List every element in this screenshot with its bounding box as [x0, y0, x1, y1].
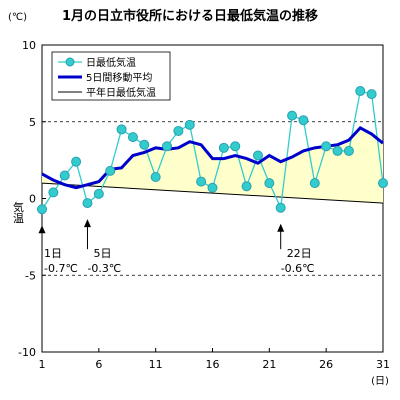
fill-above-normal	[42, 127, 383, 204]
x-tick-label-6: 31	[376, 358, 390, 371]
annotation-day-2: 22日	[287, 247, 312, 260]
legend-label-2: 平年日最低気温	[86, 86, 156, 99]
daily-point-17	[218, 142, 229, 153]
daily-point-23	[287, 110, 298, 121]
x-tick-label-3: 16	[206, 358, 220, 371]
daily-point-20	[252, 150, 263, 161]
daily-point-21	[264, 178, 275, 189]
daily-point-25	[309, 178, 320, 189]
normal-line	[41, 182, 384, 204]
annotation-value-1: -0.3℃	[87, 262, 121, 275]
annotation-day-0: 1日	[44, 247, 62, 260]
x-tick-label-0: 1	[39, 358, 46, 371]
daily-point-30	[366, 89, 377, 100]
x-tick-label-2: 11	[149, 358, 163, 371]
daily-point-13	[173, 125, 184, 136]
annotation-value-0: -0.7℃	[44, 262, 78, 275]
annotation-day-1: 5日	[93, 247, 111, 260]
daily-point-2	[48, 187, 59, 198]
daily-point-27	[332, 145, 343, 156]
unit-label: (℃)	[8, 12, 27, 23]
x-tick-label-1: 6	[95, 358, 102, 371]
daily-point-1	[37, 204, 47, 215]
daily-point-6	[93, 188, 104, 199]
daily-point-18	[230, 141, 241, 152]
daily-point-4	[71, 156, 82, 167]
daily-point-9	[127, 132, 138, 143]
daily-point-12	[162, 141, 173, 152]
daily-point-31	[378, 178, 388, 189]
daily-point-22	[275, 202, 286, 213]
y-tick-label-2: 0	[29, 193, 36, 206]
y-tick-label-0: -10	[18, 346, 36, 359]
daily-point-7	[105, 165, 116, 176]
daily-point-28	[343, 145, 354, 156]
legend-label-1: 5日間移動平均	[86, 71, 152, 84]
daily-point-10	[139, 139, 150, 150]
daily-point-5	[82, 198, 93, 209]
chart-title: 1月の日立市役所における日最低気温の推移	[62, 8, 318, 24]
y-tick-label-1: -5	[25, 269, 36, 282]
daily-point-16	[207, 182, 218, 193]
daily-point-14	[184, 119, 195, 130]
daily-point-3	[59, 170, 70, 181]
daily-point-24	[298, 115, 309, 126]
daily-point-19	[241, 181, 252, 192]
legend-label-0: 日最低気温	[86, 56, 136, 69]
daily-point-15	[196, 176, 207, 187]
y-tick-label-3: 5	[29, 116, 36, 129]
annotation-arrowhead-1	[83, 219, 91, 228]
annotation-arrowhead-0	[38, 225, 46, 234]
annotation-value-2: -0.6℃	[281, 262, 315, 275]
annotation-arrowhead-2	[277, 223, 285, 232]
daily-point-26	[321, 141, 332, 152]
y-tick-label-4: 10	[22, 39, 36, 52]
daily-point-11	[150, 172, 161, 183]
legend-swatch-marker-0	[65, 57, 75, 67]
x-axis-unit: (日)	[371, 376, 389, 387]
daily-point-29	[355, 86, 366, 97]
x-tick-label-5: 26	[319, 358, 333, 371]
y-axis-label: 気温	[12, 200, 25, 223]
x-tick-label-4: 21	[262, 358, 276, 371]
daily-point-8	[116, 124, 127, 135]
